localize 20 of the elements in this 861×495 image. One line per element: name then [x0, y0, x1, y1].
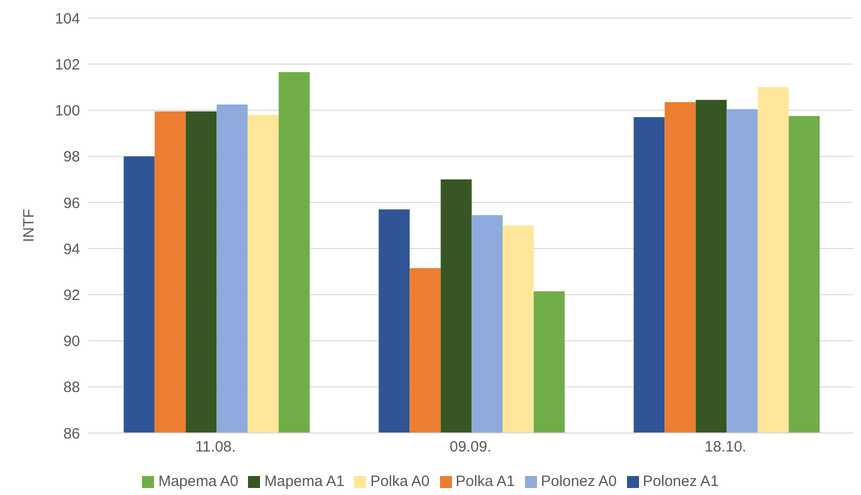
legend-label: Mapema A1	[264, 473, 344, 490]
legend-label: Polonez A1	[642, 473, 719, 490]
legend-label: Polka A0	[370, 473, 430, 490]
y-tick-label: 102	[54, 56, 80, 74]
y-tick-label: 104	[54, 10, 80, 28]
y-tick-label: 88	[63, 379, 80, 396]
y-tick-label: 94	[63, 240, 80, 258]
y-tick-label: 100	[54, 102, 80, 120]
y-tick-label: 90	[63, 333, 80, 350]
legend-label: Polka A1	[456, 473, 515, 490]
y-axis-title: INTF	[20, 208, 38, 242]
y-tick-label: 96	[63, 194, 80, 212]
y-tick-label: 86	[63, 425, 80, 442]
y-tick-label: 92	[63, 286, 80, 304]
legend-label: Mapema A0	[158, 473, 238, 490]
y-tick-label: 98	[63, 148, 80, 166]
x-tick-label: 18.10.	[704, 438, 746, 456]
x-tick-label: 09.09.	[450, 438, 492, 456]
x-tick-label: 11.08.	[195, 438, 236, 456]
legend-label: Polonez A0	[540, 473, 617, 490]
